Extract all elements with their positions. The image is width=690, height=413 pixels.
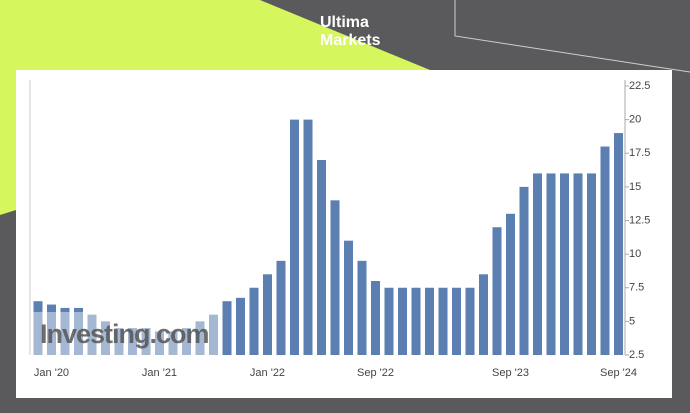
y-tick-label: 20 [629, 114, 641, 126]
bar [411, 287, 421, 355]
bar [303, 119, 313, 355]
bar [357, 260, 367, 355]
x-tick-label: Sep '24 [600, 367, 637, 379]
bar [182, 328, 191, 355]
bar [195, 321, 205, 355]
logo-text: Ultima [320, 14, 369, 31]
watermark: Investing.com [40, 319, 209, 349]
bar [290, 119, 299, 355]
y-tick-label: 22.5 [629, 80, 650, 92]
accent-band [0, 0, 430, 215]
x-tick-label: Jan '21 [142, 367, 177, 379]
bar [533, 173, 542, 355]
x-tick-label: Jan '22 [250, 367, 285, 379]
x-tick-label: Sep '23 [492, 367, 529, 379]
bar [614, 133, 623, 355]
bar [438, 287, 448, 355]
bar [74, 307, 83, 355]
bar [519, 186, 529, 355]
logo-mark [305, 24, 312, 46]
bar [465, 287, 475, 355]
y-tick-label: 15 [629, 181, 641, 193]
x-tick-label: Sep '22 [357, 367, 394, 379]
bar [317, 159, 326, 355]
bar [600, 146, 610, 355]
bar [222, 301, 232, 355]
bar [344, 240, 353, 355]
bar [101, 321, 110, 355]
bar [209, 314, 218, 355]
bar [546, 173, 556, 355]
decor-line [454, 0, 690, 73]
y-tick-label: 2.5 [629, 349, 644, 361]
bar [560, 173, 569, 355]
logo-text: Markets [320, 32, 381, 49]
chart: 2.5 5 7.5 10 12.5 15 17.5 20 22.5 Jan '20 Jan '21 J… [29, 80, 650, 379]
bar [128, 328, 137, 355]
x-tick-label: Jan '20 [34, 367, 69, 379]
bar [60, 307, 70, 355]
bar [263, 274, 272, 355]
logo-mark [293, 17, 300, 39]
bar [452, 287, 461, 355]
bar [398, 287, 407, 355]
y-tick-label: 12.5 [629, 214, 650, 226]
y-tick-label: 7.5 [629, 282, 644, 294]
bar [506, 213, 515, 355]
bar [114, 328, 124, 355]
bar [573, 173, 583, 355]
bar [276, 260, 286, 355]
bar [249, 287, 259, 355]
bar [87, 314, 97, 355]
watermark-veil [32, 312, 222, 355]
bar [168, 331, 178, 355]
bar [141, 328, 151, 355]
y-tick-label: 17.5 [629, 147, 650, 159]
y-tick-label: 10 [629, 248, 641, 260]
bar [155, 331, 164, 355]
bar [425, 287, 434, 355]
bar [384, 287, 394, 355]
bar [47, 304, 56, 355]
bar [236, 297, 245, 355]
bar [33, 301, 43, 355]
y-tick-label: 5 [629, 315, 635, 327]
bar [479, 274, 488, 355]
bar [587, 173, 596, 355]
bar [330, 200, 340, 355]
bar [371, 281, 380, 355]
bar [492, 227, 502, 355]
